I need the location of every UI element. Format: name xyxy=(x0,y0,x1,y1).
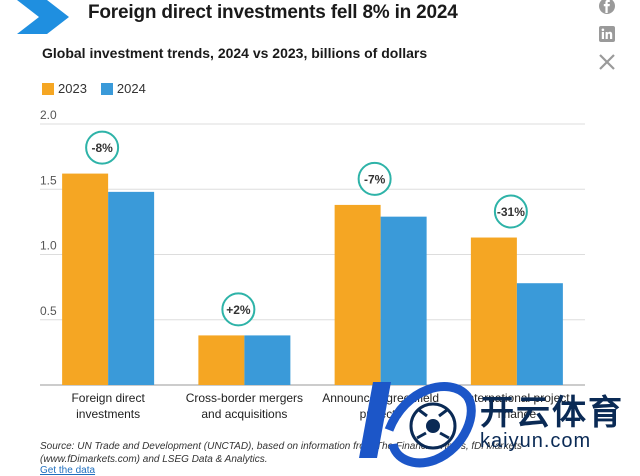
y-tick-label: 0.5 xyxy=(40,304,57,318)
chart-title: Foreign direct investments fell 8% in 20… xyxy=(88,2,458,23)
get-the-data-link[interactable]: Get the data xyxy=(40,465,96,476)
legend-label-2023: 2023 xyxy=(58,81,87,96)
x-icon[interactable] xyxy=(598,53,616,71)
legend-swatch-2023 xyxy=(42,82,54,95)
header-chevron-icon xyxy=(17,0,69,34)
bar-2024 xyxy=(244,335,291,385)
x-category-label: International project xyxy=(464,391,570,405)
legend-label-2024: 2024 xyxy=(116,81,146,96)
bar-2024 xyxy=(108,191,155,385)
change-badge xyxy=(357,161,392,196)
watermark-text-en: kaiyun.com xyxy=(480,430,592,452)
source-note: Source: UN Trade and Development (UNCTAD… xyxy=(40,441,522,465)
y-tick-label: 1.0 xyxy=(40,239,57,253)
bar-2024 xyxy=(380,216,427,385)
bar-2024 xyxy=(516,283,563,385)
facebook-icon[interactable] xyxy=(598,0,616,15)
legend-swatch-2024 xyxy=(100,82,113,95)
change-badge-label: +2% xyxy=(226,303,251,317)
change-badge-label: -31% xyxy=(497,205,525,219)
legend-item-2024: 2024 xyxy=(100,81,146,96)
bar-2023 xyxy=(470,237,517,385)
change-badge-label: -8% xyxy=(91,141,113,155)
x-category-label: and acquisitions xyxy=(201,407,287,421)
x-category-label: investments xyxy=(76,407,140,421)
change-badge xyxy=(221,292,256,327)
bar-2023 xyxy=(334,204,381,385)
y-tick-label: 2.0 xyxy=(40,108,57,122)
legend-item-2023: 2023 xyxy=(42,81,87,96)
change-badge-label: -7% xyxy=(364,172,386,186)
x-category-label: Cross-border mergers xyxy=(186,391,303,405)
x-category-label: finance xyxy=(498,407,537,421)
bar-2023 xyxy=(198,335,245,385)
change-badge xyxy=(85,130,120,165)
change-badge xyxy=(493,194,528,229)
legend: 2023 2024 xyxy=(42,81,146,96)
chart-subtitle: Global investment trends, 2024 vs 2023, … xyxy=(42,45,428,61)
y-tick-label: 1.5 xyxy=(40,173,57,187)
x-category-label: Foreign direct xyxy=(71,391,145,405)
watermark-logo xyxy=(359,382,476,468)
linkedin-icon[interactable] xyxy=(598,25,616,43)
bar-2023 xyxy=(62,173,109,385)
watermark-text-cn: 开云体育 xyxy=(480,394,624,432)
